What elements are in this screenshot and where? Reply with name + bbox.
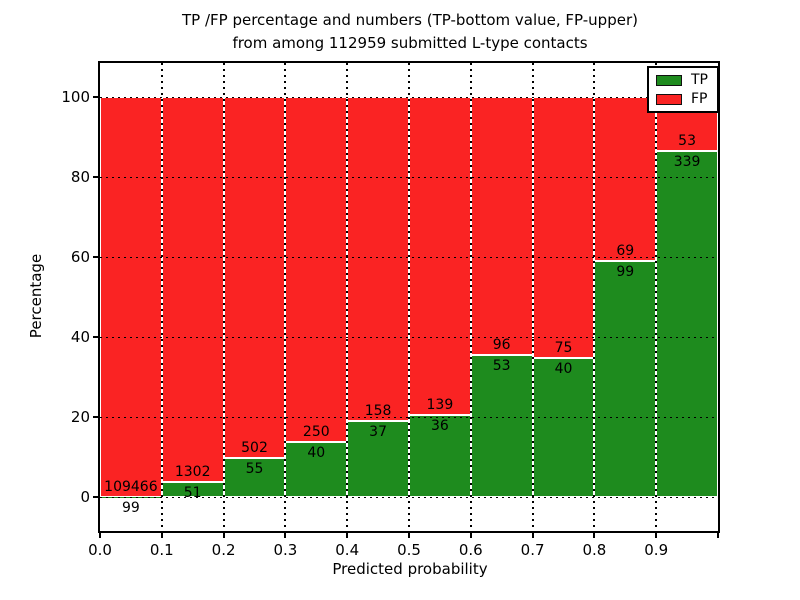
chart-title-line1: TP /FP percentage and numbers (TP-bottom… (182, 11, 638, 29)
x-tick-mark (655, 533, 658, 538)
y-tick-label: 40 (70, 328, 90, 346)
bar-tp-count: 99 (616, 264, 635, 281)
bar-fp (100, 97, 162, 497)
y-tick-label: 60 (70, 248, 90, 266)
horizontal-gridline (100, 176, 718, 178)
vertical-gridline (469, 63, 472, 531)
legend-entry-tp: TP (656, 73, 708, 87)
bar-fp-count: 96 (492, 336, 511, 353)
bar-tp-count: 339 (673, 154, 701, 171)
x-tick-label: 0.2 (211, 541, 236, 559)
y-tick-label: 0 (80, 488, 90, 506)
bar-tp-count: 37 (369, 424, 388, 441)
bar-fp (594, 97, 657, 262)
vertical-gridline (160, 63, 163, 531)
y-tick-mark (93, 496, 98, 498)
x-tick-label: 0.3 (273, 541, 298, 559)
bar-tp-count: 55 (245, 460, 264, 477)
bar-fp-count: 1302 (174, 463, 211, 480)
bar-tp-count: 36 (430, 417, 449, 434)
y-axis-label: Percentage (27, 253, 45, 339)
bar-fp (470, 97, 533, 355)
bar-tp (532, 357, 595, 497)
bar-fp (161, 97, 224, 482)
x-tick-mark (99, 533, 101, 538)
x-tick-label: 0.4 (335, 541, 360, 559)
bar-tp (347, 421, 409, 497)
y-tick-label: 100 (61, 88, 90, 106)
horizontal-gridline (100, 496, 718, 498)
legend-entry-fp: FP (656, 92, 708, 106)
x-tick-mark (408, 533, 410, 538)
legend-label-tp: TP (691, 72, 708, 88)
x-tick-label: 0.1 (149, 541, 174, 559)
bar-fp-count: 139 (426, 396, 454, 413)
bar-fp-count: 158 (364, 403, 392, 420)
legend-swatch-fp (656, 93, 682, 105)
vertical-gridline (655, 63, 658, 531)
bar-tp-count: 40 (554, 360, 573, 377)
vertical-gridline (222, 63, 225, 531)
legend: TP FP (647, 66, 719, 113)
x-tick-label: 0.8 (582, 541, 607, 559)
y-tick-label: 20 (70, 408, 90, 426)
plot-area: 109466 99 1302 51 502 55 250 40 158 37 139 36 96 53 75… (98, 61, 720, 533)
bar-tp (409, 414, 471, 497)
x-tick-mark (593, 533, 596, 538)
bar-fp (223, 97, 286, 458)
bar-tp (594, 261, 657, 497)
x-axis-label: Predicted probability (332, 560, 488, 578)
vertical-gridline (531, 63, 534, 531)
x-tick-mark (346, 533, 349, 538)
legend-label-fp: FP (691, 91, 708, 107)
horizontal-gridline (100, 336, 718, 338)
x-tick-label: 0.5 (397, 541, 421, 559)
x-tick-mark (717, 533, 719, 538)
y-tick-mark (93, 256, 98, 258)
horizontal-gridline (100, 416, 718, 418)
vertical-gridline (593, 63, 596, 531)
bar-fp (285, 97, 348, 442)
horizontal-gridline (100, 256, 718, 258)
chart-title: TP /FP percentage and numbers (TP-bottom… (98, 9, 722, 54)
x-tick-mark (469, 533, 472, 538)
bar-fp-count: 502 (241, 439, 268, 456)
x-tick-label: 0.9 (644, 541, 669, 559)
x-tick-mark (160, 533, 163, 538)
bar-tp (470, 354, 533, 497)
vertical-gridline (284, 63, 287, 531)
bar-tp-count: 53 (492, 357, 511, 374)
y-tick-mark (93, 416, 98, 418)
bar-fp-count: 250 (302, 423, 330, 440)
y-tick-label: 80 (70, 168, 90, 186)
x-tick-label: 0.6 (458, 541, 483, 559)
bar-tp-count: 51 (183, 484, 202, 501)
x-tick-label: 0.0 (88, 541, 112, 559)
bar-fp (347, 97, 409, 422)
vertical-gridline (346, 63, 349, 531)
bar-fp-count: 53 (678, 133, 697, 150)
bar-tp (223, 457, 286, 497)
x-tick-label: 0.7 (520, 541, 545, 559)
bar-fp-count: 75 (554, 339, 573, 356)
bar-tp (656, 151, 718, 497)
vertical-gridline (408, 63, 410, 531)
y-tick-mark (93, 96, 98, 98)
y-tick-mark (93, 336, 98, 338)
horizontal-gridline (100, 96, 718, 98)
bar-fp (532, 97, 595, 358)
bar-fp-count: 109466 (104, 478, 158, 495)
y-tick-mark (93, 176, 98, 178)
bar-fp-count: 69 (616, 243, 635, 260)
bar-tp-count: 99 (121, 499, 140, 516)
legend-swatch-tp (656, 74, 682, 86)
x-tick-mark (284, 533, 287, 538)
x-tick-mark (222, 533, 225, 538)
bar-tp-count: 40 (307, 444, 326, 461)
chart-title-line2: from among 112959 submitted L-type conta… (232, 33, 588, 52)
x-tick-mark (531, 533, 534, 538)
